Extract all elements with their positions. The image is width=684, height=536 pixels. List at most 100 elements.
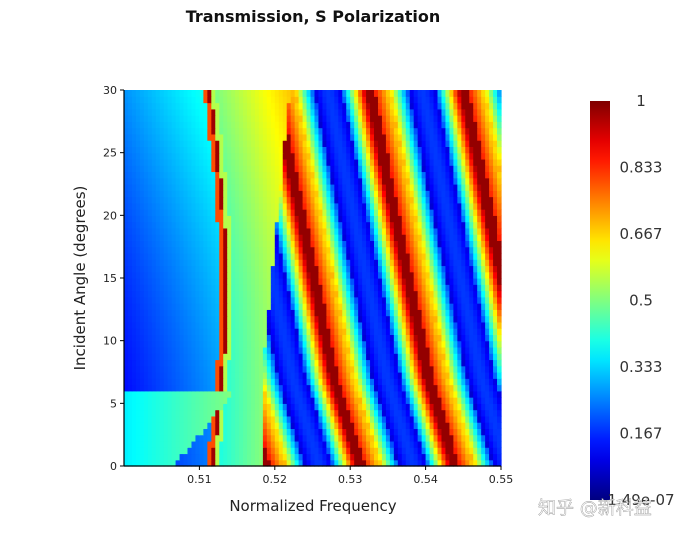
heatmap-cell [362,390,367,398]
heatmap-cell [370,158,375,166]
heatmap-cell [258,409,264,417]
heatmap-cell [425,334,431,342]
heatmap-cell [429,296,435,304]
heatmap-cell [385,296,391,304]
heatmap-cell [413,384,419,392]
heatmap-cell [143,303,149,310]
heatmap-cell [124,309,129,317]
heatmap-cell [147,397,153,404]
heatmap-cell [385,415,391,423]
heatmap-cell [175,397,181,404]
heatmap-cell [358,453,363,461]
heatmap-cell [298,372,304,379]
heatmap-cell [413,209,419,216]
heatmap-cell [274,158,280,166]
heatmap-cell [286,403,292,411]
heatmap-cell [163,365,169,373]
heatmap-cell [211,259,216,267]
heatmap-cell [254,152,260,160]
heatmap-cell [461,384,466,392]
heatmap-cell [370,284,375,292]
heatmap-cell [493,365,498,373]
heatmap-cell [235,152,240,160]
heatmap-cell [425,303,431,310]
heatmap-cell [330,334,335,342]
heatmap-cell [262,403,268,411]
heatmap-cell [401,165,407,173]
heatmap-cell [314,259,320,267]
heatmap-cell [453,227,458,235]
heatmap-cell [274,428,280,436]
heatmap-cell [481,409,486,417]
heatmap-cell [385,271,391,279]
heatmap-cell [370,140,375,147]
heatmap-cell [199,346,204,354]
heatmap-cell [207,340,212,348]
heatmap-cell [453,215,458,223]
heatmap-cell [250,265,256,273]
heatmap-cell [497,252,502,260]
heatmap-cell [298,259,304,267]
heatmap-cell [175,140,181,147]
heatmap-cell [485,146,490,154]
heatmap-cell [358,215,363,223]
heatmap-cell [219,422,224,429]
heatmap-cell [429,359,435,367]
heatmap-cell [322,321,327,329]
heatmap-cell [469,209,474,216]
heatmap-cell [346,434,351,442]
heatmap-cell [175,321,181,329]
heatmap-cell [342,296,347,304]
heatmap-cell [175,209,181,216]
heatmap-cell [413,202,419,210]
heatmap-cell [266,278,272,285]
heatmap-cell [433,265,439,273]
heatmap-cell [310,146,316,154]
heatmap-cell [227,315,232,323]
heatmap-cell [231,215,236,223]
heatmap-cell [429,215,435,223]
heatmap-cell [326,184,331,191]
heatmap-cell [266,165,272,173]
heatmap-cell [143,290,149,298]
heatmap-cell [338,278,343,285]
heatmap-cell [322,453,327,461]
heatmap-cell [183,252,189,260]
heatmap-cell [461,378,466,386]
heatmap-cell [183,346,189,354]
heatmap-cell [270,221,276,229]
heatmap-cell [338,403,343,411]
heatmap-cell [310,234,316,241]
heatmap-cell [270,372,276,379]
heatmap-cell [155,146,161,154]
heatmap-cell [143,196,149,204]
heatmap-cell [155,215,161,223]
heatmap-cell [374,403,379,411]
heatmap-cell [239,209,244,216]
heatmap-cell [481,252,486,260]
heatmap-cell [191,209,197,216]
heatmap-cell [473,140,478,147]
heatmap-cell [254,422,260,429]
heatmap-cell [298,152,304,160]
heatmap-cell [183,422,189,429]
heatmap-cell [473,334,478,342]
heatmap-cell [231,422,236,429]
heatmap-cell [485,215,490,223]
heatmap-cell [243,428,248,436]
heatmap-cell [167,422,173,429]
heatmap-cell [381,296,387,304]
heatmap-cell [441,171,447,179]
heatmap-cell [314,296,320,304]
heatmap-cell [215,227,220,235]
heatmap-cell [163,140,169,147]
heatmap-cell [469,378,474,386]
heatmap-cell [171,259,177,267]
heatmap-cell [374,384,379,392]
heatmap-cell [417,196,423,204]
heatmap-cell [405,140,411,147]
heatmap-cell [425,328,431,335]
heatmap-cell [453,359,458,367]
heatmap-cell [151,403,157,411]
heatmap-cell [219,158,224,166]
